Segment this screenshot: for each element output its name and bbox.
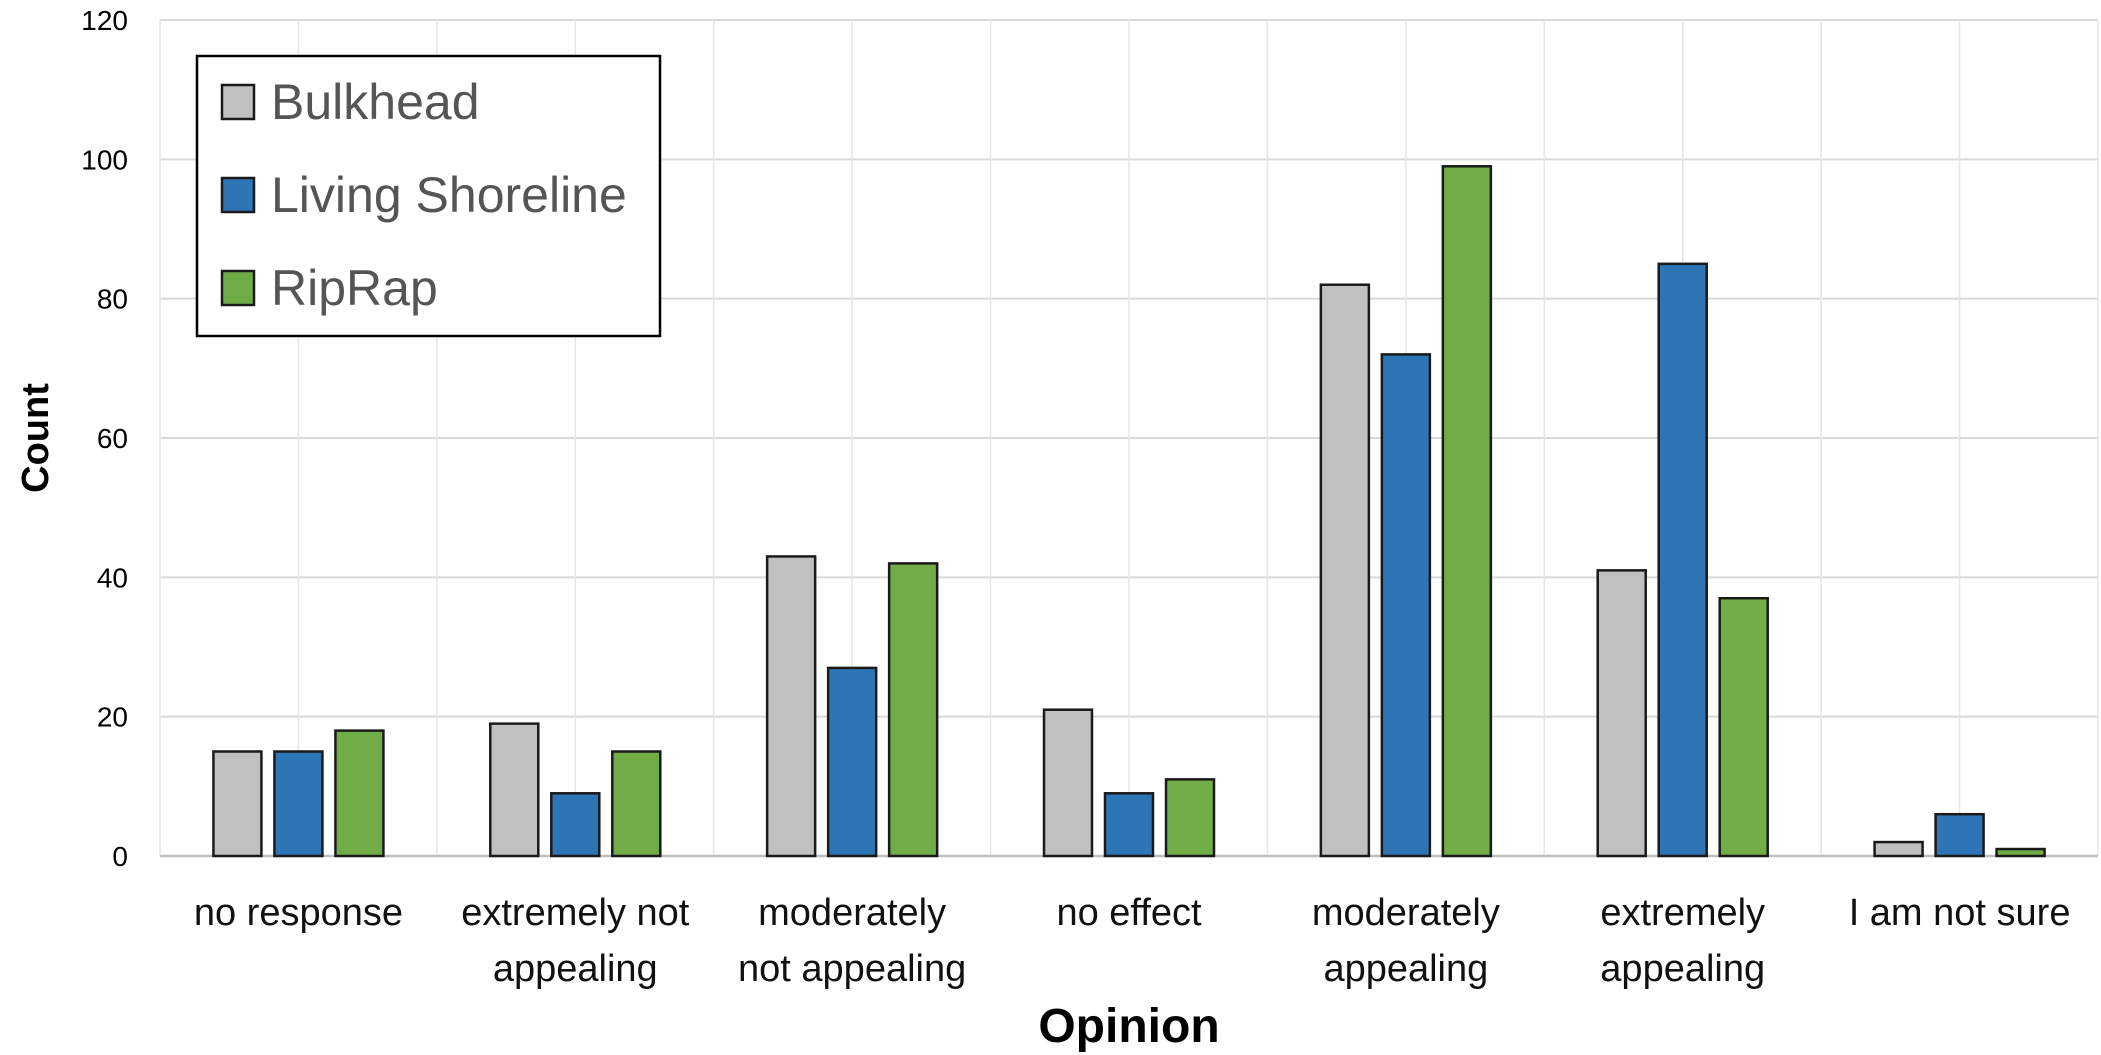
x-tick-label-line: no response bbox=[194, 892, 403, 934]
bar bbox=[1718, 596, 1769, 858]
bar bbox=[1995, 847, 2046, 858]
bar bbox=[550, 792, 601, 858]
bar bbox=[611, 750, 662, 858]
bar bbox=[1934, 812, 1985, 858]
x-tick-label-line: appealing bbox=[1600, 948, 1765, 990]
y-tick-label: 20 bbox=[97, 702, 128, 733]
x-tick-label-line: moderately bbox=[1312, 892, 1500, 934]
legend-label: Living Shoreline bbox=[271, 167, 627, 223]
x-axis-title: Opinion bbox=[1038, 1000, 1219, 1053]
x-tick-label: moderately not appealing bbox=[738, 892, 966, 990]
y-axis-ticks: 0 20 40 60 80 100 120 bbox=[81, 5, 128, 872]
x-tick-label: extremely not appealing bbox=[461, 892, 690, 990]
legend: Bulkhead Living Shoreline RipRap bbox=[195, 54, 662, 338]
bar bbox=[1319, 283, 1371, 858]
legend-box bbox=[195, 54, 662, 338]
x-tick-label-line: appealing bbox=[1323, 948, 1488, 990]
legend-swatch bbox=[220, 83, 256, 121]
x-tick-label-line: extremely bbox=[1600, 892, 1765, 934]
bar bbox=[1596, 569, 1647, 858]
bar bbox=[273, 750, 324, 858]
bar bbox=[1164, 778, 1216, 858]
legend-swatch bbox=[220, 269, 256, 307]
x-tick-label: extremely appealing bbox=[1600, 892, 1765, 990]
x-tick-label-line: extremely not bbox=[461, 892, 690, 934]
bar bbox=[1103, 792, 1155, 858]
x-tick-label-line: appealing bbox=[493, 948, 658, 990]
legend-label: RipRap bbox=[271, 260, 438, 316]
y-tick-label: 100 bbox=[81, 144, 128, 175]
bar bbox=[1441, 165, 1493, 858]
x-tick-label: I am not sure bbox=[1849, 892, 2071, 934]
bar bbox=[887, 562, 939, 858]
bars bbox=[212, 165, 2046, 858]
legend-swatch bbox=[220, 176, 256, 214]
x-tick-label-line: not appealing bbox=[738, 948, 966, 990]
x-tick-label: no response bbox=[194, 892, 403, 934]
y-tick-label: 60 bbox=[97, 423, 128, 454]
bar bbox=[334, 729, 385, 858]
bar bbox=[765, 555, 817, 858]
y-axis-title: Count bbox=[15, 383, 57, 493]
bar bbox=[212, 750, 263, 858]
x-tick-label-line: moderately bbox=[758, 892, 946, 934]
y-tick-label: 0 bbox=[112, 841, 128, 872]
y-tick-label: 120 bbox=[81, 5, 128, 36]
bar bbox=[1873, 840, 1924, 858]
bar bbox=[489, 722, 540, 858]
x-tick-label-line: I am not sure bbox=[1849, 892, 2071, 934]
y-tick-label: 40 bbox=[97, 562, 128, 593]
legend-label: Bulkhead bbox=[271, 74, 480, 130]
x-tick-label-line: no effect bbox=[1056, 892, 1202, 934]
bar bbox=[1380, 353, 1432, 858]
x-tick-label: no effect bbox=[1056, 892, 1202, 934]
x-tick-label: moderately appealing bbox=[1312, 892, 1500, 990]
bar bbox=[1657, 262, 1708, 858]
bar bbox=[826, 666, 878, 858]
x-axis-ticks: no response extremely not appealingmoderat… bbox=[194, 892, 2071, 990]
bar bbox=[1042, 708, 1094, 858]
y-tick-label: 80 bbox=[97, 284, 128, 315]
